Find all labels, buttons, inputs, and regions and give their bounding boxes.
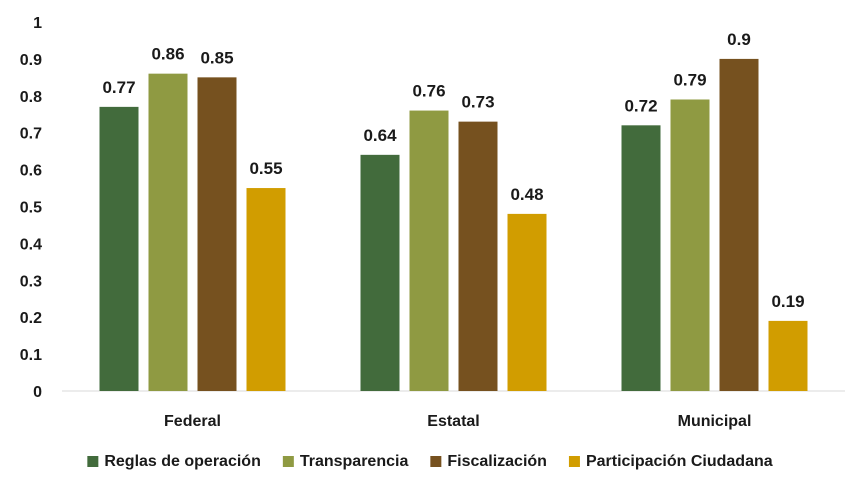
- data-label: 0.55: [249, 159, 282, 178]
- data-label: 0.77: [102, 78, 135, 97]
- bar: [360, 154, 400, 391]
- y-tick-label: 0.1: [20, 347, 42, 364]
- bar: [670, 99, 710, 392]
- y-tick-label: 0.2: [20, 310, 42, 327]
- legend-swatch: [87, 456, 99, 467]
- x-category-label: Estatal: [427, 413, 479, 430]
- bar: [409, 110, 449, 391]
- x-axis: Federal Estatal Municipal: [164, 413, 751, 430]
- data-label: 0.85: [200, 48, 233, 67]
- x-category-label: Federal: [164, 413, 221, 430]
- legend-label: Fiscalización: [447, 453, 547, 470]
- bar: [458, 121, 498, 391]
- data-label: 0.64: [363, 126, 397, 145]
- x-category-label: Municipal: [678, 413, 752, 430]
- data-label: 0.79: [673, 70, 706, 89]
- bar: [246, 188, 286, 391]
- legend-item: Fiscalización: [430, 453, 547, 470]
- y-tick-label: 0.7: [20, 126, 42, 143]
- bars-group: 0.77 0.86 0.85 0.55 0.64 0.76 0.73 0.48 0.72 0.79…: [99, 30, 808, 392]
- legend-label: Transparencia: [300, 453, 409, 470]
- y-tick-label: 0.8: [20, 89, 42, 106]
- data-label: 0.48: [510, 185, 543, 204]
- legend-swatch: [282, 456, 294, 467]
- legend-swatch: [568, 456, 580, 467]
- legend-label: Reglas de operación: [104, 453, 261, 470]
- data-label: 0.9: [727, 30, 751, 49]
- y-tick-label: 1: [33, 15, 42, 32]
- data-label: 0.19: [771, 292, 804, 311]
- y-tick-label: 0: [33, 384, 42, 401]
- legend-item: Transparencia: [282, 453, 409, 470]
- data-label: 0.76: [412, 82, 445, 101]
- bar: [719, 58, 759, 392]
- y-tick-label: 0.4: [20, 236, 42, 253]
- data-label: 0.72: [624, 96, 657, 115]
- bar: [99, 106, 139, 392]
- legend-item: Participación Ciudadana: [568, 453, 773, 470]
- y-axis: 0 0.1 0.2 0.3 0.4 0.5 0.6 0.7 0.8 0.9 1: [20, 15, 42, 401]
- legend: Reglas de operación Transparencia Fiscaliz…: [87, 453, 773, 470]
- y-tick-label: 0.6: [20, 163, 42, 180]
- y-tick-label: 0.3: [20, 273, 42, 290]
- data-label: 0.73: [461, 93, 494, 112]
- bar: [621, 125, 661, 391]
- bar: [148, 73, 188, 391]
- legend-item: Reglas de operación: [87, 453, 261, 470]
- bar: [768, 320, 808, 391]
- bar: [507, 213, 547, 391]
- y-tick-label: 0.5: [20, 200, 42, 217]
- legend-label: Participación Ciudadana: [586, 453, 773, 470]
- bar: [197, 77, 237, 391]
- legend-swatch: [430, 456, 442, 467]
- y-tick-label: 0.9: [20, 52, 42, 69]
- data-label: 0.86: [151, 45, 184, 64]
